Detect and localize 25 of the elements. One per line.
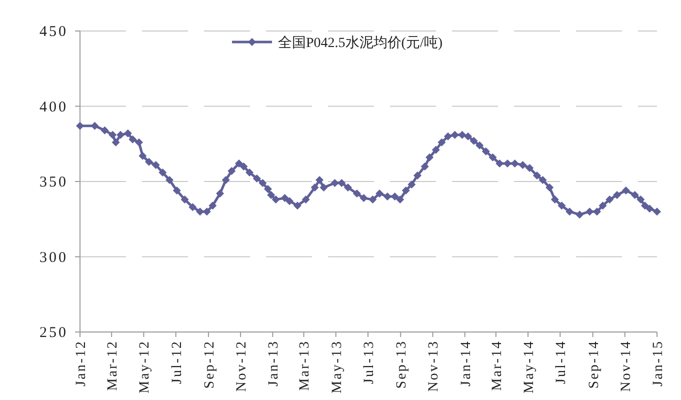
- x-tick-label: Jul-14: [554, 340, 570, 384]
- y-tick-label: 300: [40, 250, 68, 266]
- y-tick-label: 350: [40, 174, 68, 190]
- x-tick-label: Mar-12: [106, 340, 121, 391]
- x-tick-label: Sep-13: [394, 340, 410, 389]
- x-tick-label: Sep-12: [202, 340, 218, 389]
- x-tick-label: Jan-14: [458, 340, 474, 386]
- x-tick-label: May-14: [522, 340, 538, 394]
- y-tick-label: 450: [40, 24, 68, 40]
- y-tick-label: 400: [40, 99, 68, 116]
- y-tick-label: 250: [40, 325, 68, 341]
- x-tick-label: Jul-13: [362, 340, 377, 384]
- x-tick-label: Mar-13: [298, 340, 313, 391]
- x-tick-label: Jan-12: [74, 340, 89, 386]
- x-tick-label: Jul-12: [170, 340, 185, 384]
- x-tick-label: Jan-13: [266, 340, 282, 386]
- x-tick-label: Nov-12: [234, 340, 250, 392]
- x-tick-label: Sep-14: [586, 340, 602, 389]
- x-tick-label: May-13: [330, 340, 345, 394]
- x-tick-label: Nov-14: [618, 340, 634, 392]
- legend-label: 全国P042.5水泥均价(元/吨): [278, 35, 443, 51]
- x-tick-label: Mar-14: [490, 340, 505, 391]
- x-tick-label: Jan-15: [651, 340, 666, 386]
- x-tick-label: May-12: [138, 340, 153, 394]
- x-tick-label: Nov-13: [426, 340, 442, 392]
